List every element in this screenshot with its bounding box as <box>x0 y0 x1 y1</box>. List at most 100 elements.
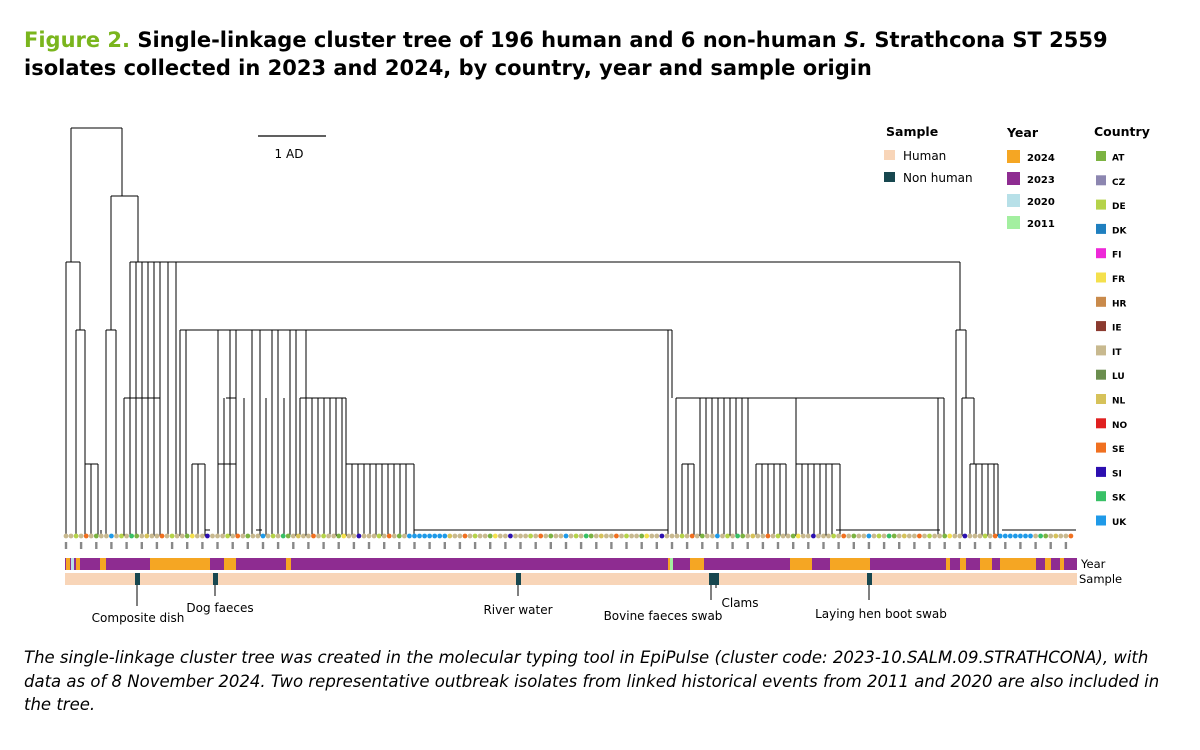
legend-country-label: DK <box>1112 226 1127 236</box>
legend-year-label: 2020 <box>1027 197 1055 208</box>
tip-dot <box>1053 533 1059 539</box>
tip-label-glyph <box>564 542 568 549</box>
tip-dot <box>255 533 261 539</box>
tip-dot <box>174 533 180 539</box>
legend-country-swatch <box>1096 248 1106 259</box>
tip-dot <box>391 533 397 539</box>
legend-country-swatch <box>1096 369 1106 380</box>
tip-dot <box>321 533 326 539</box>
tip-dot <box>477 533 483 539</box>
tip-label-glyph <box>807 542 810 549</box>
tip-label-glyph <box>1004 542 1007 549</box>
tip-label-glyph <box>246 542 249 549</box>
tip-dot <box>301 533 306 539</box>
tip-dot <box>442 533 448 539</box>
tip-dot <box>290 533 296 539</box>
tip-dot <box>972 533 978 539</box>
tip-dot <box>578 533 584 539</box>
tip-dot <box>699 533 705 539</box>
tip-dot <box>689 533 695 539</box>
tip-label-glyph <box>79 542 83 549</box>
legend-country-label: LU <box>1112 372 1125 382</box>
year-strip-segment <box>71 558 74 570</box>
tip-label-glyph <box>655 542 658 549</box>
tip-dot <box>967 533 973 539</box>
legend-year-label: 2023 <box>1027 175 1055 186</box>
legend-year-swatch <box>1007 216 1020 229</box>
tip-dot <box>351 533 357 539</box>
tip-label-glyph <box>670 542 674 549</box>
tip-dot <box>1068 533 1074 539</box>
figure-label: Figure 2. <box>24 28 131 52</box>
tip-dot <box>503 533 508 539</box>
tip-dot <box>659 533 665 539</box>
sample-strip-label: Sample <box>1079 572 1122 586</box>
legend-country-swatch <box>1096 151 1106 161</box>
tip-label-glyph <box>140 542 143 549</box>
country-tip-dots <box>63 533 1074 539</box>
tip-dot <box>553 533 559 539</box>
tip-dot <box>614 533 619 539</box>
tip-dot <box>235 533 241 539</box>
tip-dot <box>1023 533 1028 539</box>
tip-dot <box>417 533 422 539</box>
tip-dot <box>275 533 281 539</box>
tip-dot <box>452 533 458 539</box>
tip-dot <box>937 533 942 539</box>
tip-dot <box>538 533 544 539</box>
legend-country-swatch <box>1096 321 1106 332</box>
tip-dot <box>851 533 857 539</box>
tip-dot <box>639 533 645 539</box>
tip-dot <box>497 533 503 539</box>
tip-dot <box>159 533 165 539</box>
legend-country-label: SK <box>1112 494 1126 504</box>
tip-dot <box>1007 533 1013 539</box>
tip-label-glyph <box>398 542 401 549</box>
legend-country-swatch <box>1096 175 1106 186</box>
tip-dot <box>770 533 776 539</box>
tip-dot <box>341 533 347 539</box>
tip-dot <box>1002 533 1008 539</box>
tip-dot <box>624 533 629 539</box>
tip-dot <box>376 533 382 539</box>
tip-dot <box>912 533 917 539</box>
tip-dot <box>331 533 337 539</box>
tip-dot <box>548 533 554 539</box>
tip-label-glyph <box>943 542 946 549</box>
tip-dot <box>674 533 680 539</box>
tip-label-glyph <box>958 542 961 549</box>
tip-dot <box>83 533 89 539</box>
tip-dot <box>144 533 150 539</box>
tip-dot <box>285 533 291 539</box>
tip-dot <box>260 533 266 539</box>
tip-dot <box>755 533 761 539</box>
tip-label-glyph <box>1064 542 1068 549</box>
year-strip-segment <box>224 558 236 570</box>
tip-label-glyph <box>549 542 552 549</box>
tip-dot <box>841 533 847 539</box>
tip-dot <box>98 533 104 539</box>
tip-label-glyph <box>761 542 765 549</box>
tip-dot <box>402 533 407 539</box>
tip-dot <box>487 533 493 539</box>
tip-dot <box>598 533 604 539</box>
tip-label-glyph <box>988 542 992 549</box>
tip-label-glyph <box>1049 542 1052 549</box>
year-strip-segment <box>76 558 80 570</box>
tip-dot <box>462 533 468 539</box>
tip-dot <box>407 533 412 539</box>
tip-dot <box>215 533 220 539</box>
year-strip-segment <box>1060 558 1064 570</box>
tip-label-glyph <box>307 542 310 549</box>
tip-dot <box>210 533 215 539</box>
tip-dot <box>775 533 781 539</box>
tip-label-glyph <box>428 542 431 549</box>
tip-dot <box>306 533 311 539</box>
tip-dot <box>654 533 660 539</box>
legend-year-label: 2024 <box>1027 153 1055 164</box>
tip-label-glyph <box>1034 542 1037 549</box>
tip-dot <box>644 533 650 539</box>
tip-dot <box>265 533 271 539</box>
tip-label-glyph <box>216 542 219 549</box>
tip-dot <box>694 533 700 539</box>
